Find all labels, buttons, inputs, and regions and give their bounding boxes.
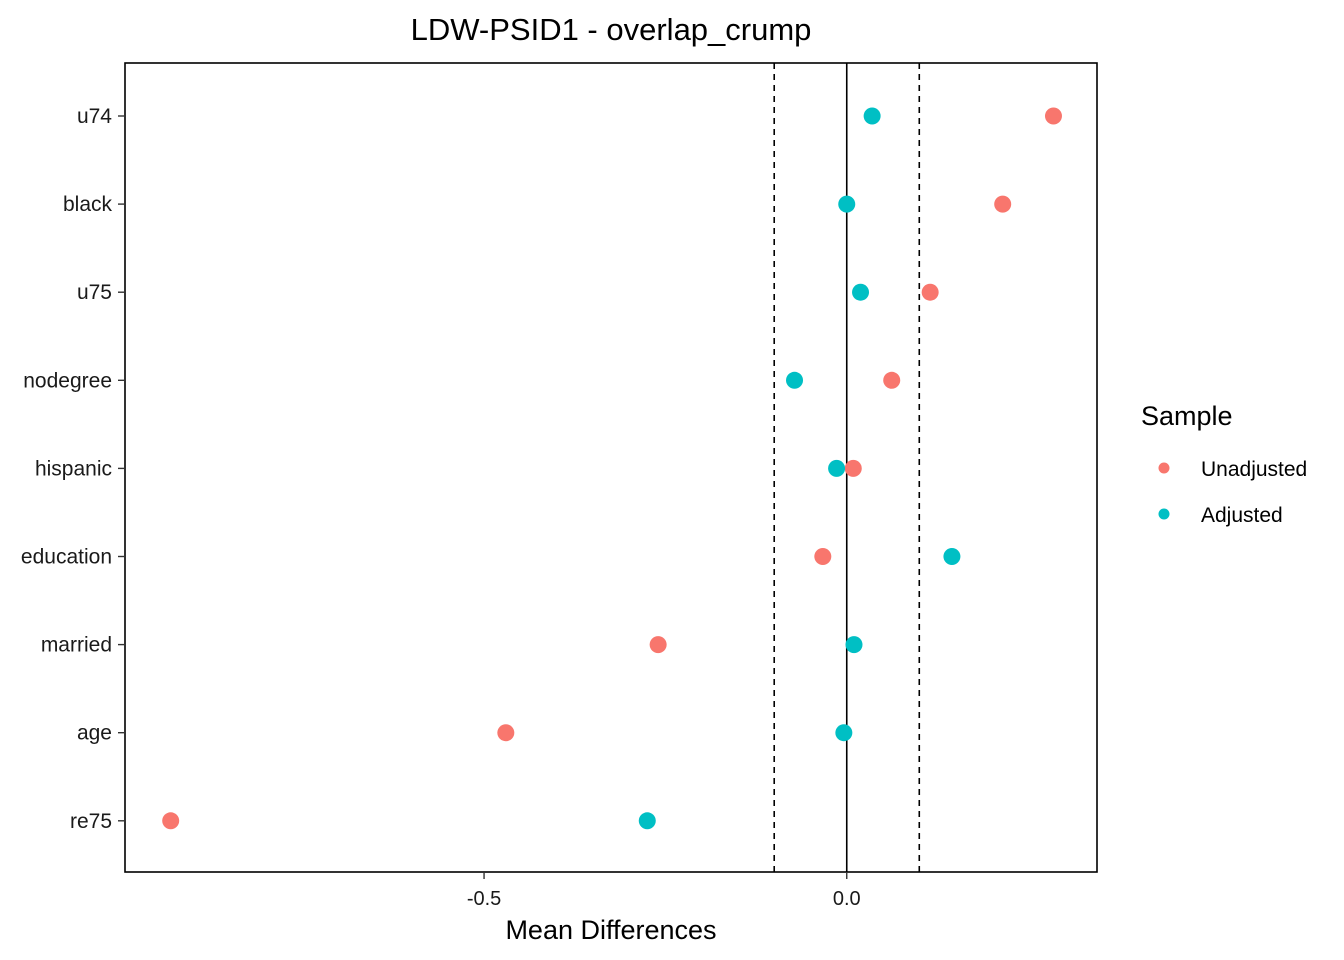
x-tick-label: -0.5 bbox=[467, 888, 501, 910]
data-points bbox=[162, 107, 1062, 830]
legend-key-adjusted bbox=[1158, 508, 1170, 520]
point-unadjusted-nodegree bbox=[883, 371, 901, 389]
y-axis: u74 black u75 nodegree hispanic education marr… bbox=[21, 105, 125, 833]
point-unadjusted-u74 bbox=[1044, 107, 1062, 125]
point-unadjusted-married bbox=[649, 636, 667, 654]
point-adjusted-education bbox=[943, 548, 961, 565]
y-tick-label-nodegree: nodegree bbox=[23, 369, 112, 392]
point-unadjusted-education bbox=[814, 548, 832, 565]
y-tick-label-u75: u75 bbox=[77, 281, 112, 304]
point-adjusted-age bbox=[835, 724, 853, 742]
point-adjusted-hispanic bbox=[828, 459, 846, 477]
point-unadjusted-u75 bbox=[921, 283, 939, 301]
point-unadjusted-re75 bbox=[162, 812, 180, 830]
y-tick-label-education: education bbox=[21, 546, 112, 569]
chart-title: LDW-PSID1 - overlap_crump bbox=[411, 12, 812, 47]
x-axis: -0.5 0.0 bbox=[467, 872, 861, 910]
legend: Sample Unadjusted Adjusted bbox=[1141, 401, 1307, 527]
x-tick-label: 0.0 bbox=[833, 888, 861, 910]
y-tick-label-age: age bbox=[77, 722, 112, 745]
y-tick-label-re75: re75 bbox=[70, 810, 112, 833]
y-tick-label-u74: u74 bbox=[77, 105, 112, 128]
legend-title: Sample bbox=[1141, 401, 1233, 431]
y-tick-label-married: married bbox=[41, 634, 112, 657]
point-adjusted-married bbox=[845, 636, 863, 654]
point-unadjusted-hispanic bbox=[844, 459, 862, 477]
plot-area bbox=[124, 62, 1098, 873]
y-tick-label-hispanic: hispanic bbox=[35, 457, 112, 480]
legend-label-adjusted: Adjusted bbox=[1201, 504, 1283, 527]
y-tick-label-black: black bbox=[63, 193, 113, 216]
legend-label-unadjusted: Unadjusted bbox=[1201, 458, 1307, 481]
point-adjusted-re75 bbox=[638, 812, 656, 830]
point-adjusted-black bbox=[838, 195, 856, 213]
point-adjusted-u74 bbox=[863, 107, 881, 125]
legend-key-unadjusted bbox=[1158, 462, 1170, 474]
point-unadjusted-age bbox=[497, 724, 515, 742]
point-unadjusted-black bbox=[994, 195, 1012, 213]
x-axis-label: Mean Differences bbox=[505, 915, 716, 945]
point-adjusted-u75 bbox=[852, 283, 870, 301]
plot-border bbox=[124, 62, 1098, 873]
point-adjusted-nodegree bbox=[786, 371, 804, 389]
